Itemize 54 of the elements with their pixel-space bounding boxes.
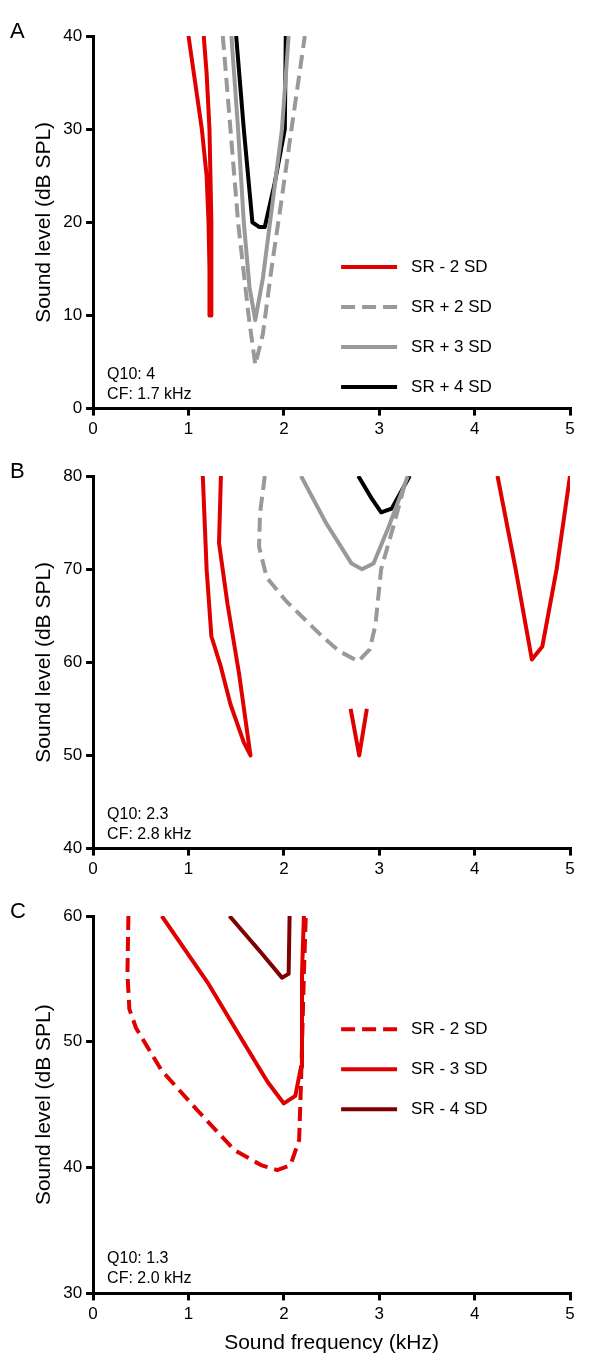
y-tick-label: 10 xyxy=(63,305,83,325)
x-tick-label: 3 xyxy=(374,419,384,439)
x-tick-label: 5 xyxy=(565,419,575,439)
legend-label: SR + 4 SD xyxy=(411,376,492,396)
x-tick-label: 5 xyxy=(565,859,575,879)
x-tick-label: 0 xyxy=(88,1304,98,1324)
line-series xyxy=(257,476,408,664)
y-tick-label: 60 xyxy=(63,905,83,925)
legend-label: SR - 2 SD xyxy=(411,256,488,276)
x-tick-label: 1 xyxy=(183,419,194,439)
y-tick-label: 60 xyxy=(63,651,83,671)
legend-label: SR - 2 SD xyxy=(411,1018,488,1038)
chart-title: B xyxy=(10,458,25,483)
annotation: CF: 2.0 kHz xyxy=(107,1269,192,1287)
y-tick-label: 30 xyxy=(63,118,83,138)
x-tick-label: 4 xyxy=(469,1304,480,1324)
annotation: Q10: 2.3 xyxy=(107,804,169,822)
y-tick-label: 0 xyxy=(72,398,83,418)
y-axis-title: Sound level (dB SPL) xyxy=(31,1004,55,1206)
x-tick-label: 5 xyxy=(565,1304,575,1324)
x-tick-label: 2 xyxy=(279,419,289,439)
legend-label: SR + 3 SD xyxy=(411,336,492,356)
y-tick-label: 40 xyxy=(63,1157,83,1177)
annotation: Q10: 1.3 xyxy=(107,1249,169,1267)
x-tick-label: 4 xyxy=(469,859,480,879)
x-tick-label: 3 xyxy=(374,1304,384,1324)
y-tick-label: 80 xyxy=(63,465,83,485)
legend-label: SR + 2 SD xyxy=(411,296,492,316)
x-tick-label: 4 xyxy=(469,419,480,439)
annotation: Q10: 4 xyxy=(107,364,156,382)
y-tick-label: 40 xyxy=(63,838,83,858)
y-axis-title: Sound level (dB SPL) xyxy=(31,561,55,763)
chart-title: A xyxy=(10,18,25,43)
x-tick-label: 1 xyxy=(183,859,194,879)
x-tick-label: 1 xyxy=(183,1304,194,1324)
x-tick-label: 2 xyxy=(279,1304,289,1324)
y-tick-label: 20 xyxy=(63,211,83,231)
y-tick-label: 50 xyxy=(63,745,83,765)
annotation: CF: 2.8 kHz xyxy=(107,824,192,842)
x-axis-title: Sound frequency (kHz) xyxy=(224,1330,439,1354)
x-tick-label: 0 xyxy=(88,419,98,439)
y-tick-label: 70 xyxy=(63,558,83,578)
legend-label: SR - 3 SD xyxy=(411,1058,488,1078)
x-tick-label: 3 xyxy=(374,859,384,879)
x-tick-label: 0 xyxy=(88,859,98,879)
y-tick-label: 30 xyxy=(63,1283,83,1303)
legend-label: SR - 4 SD xyxy=(411,1098,488,1118)
y-tick-label: 40 xyxy=(63,25,83,45)
annotation: CF: 1.7 kHz xyxy=(107,384,192,402)
y-axis-title: Sound level (dB SPL) xyxy=(31,121,55,323)
chart-title: C xyxy=(10,898,26,923)
x-tick-label: 2 xyxy=(279,859,289,879)
y-tick-label: 50 xyxy=(63,1031,83,1051)
line-series xyxy=(220,36,307,367)
